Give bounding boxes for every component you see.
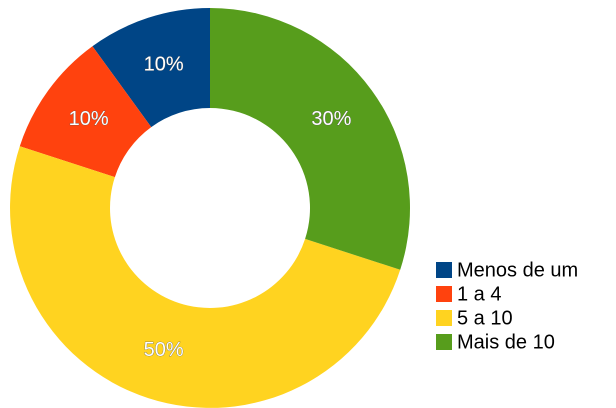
value-label: 10%: [144, 54, 184, 76]
value-label: 30%: [311, 108, 351, 130]
legend-label: Menos de um: [457, 259, 578, 281]
donut-segment: [92, 8, 210, 128]
legend-swatch: [436, 310, 452, 326]
donut-segment: [19, 46, 152, 178]
legend-label: 1 a 4: [457, 283, 501, 305]
legend-label: 5 a 10: [457, 307, 513, 329]
value-label: 50%: [144, 339, 184, 361]
donut-segment: [210, 8, 411, 270]
legend-label: Mais de 10: [457, 331, 555, 353]
legend-swatch: [436, 334, 452, 350]
legend-swatch: [436, 262, 452, 278]
value-label: 10%: [69, 108, 109, 130]
legend-swatch: [436, 286, 452, 302]
donut-segment: [10, 146, 401, 408]
